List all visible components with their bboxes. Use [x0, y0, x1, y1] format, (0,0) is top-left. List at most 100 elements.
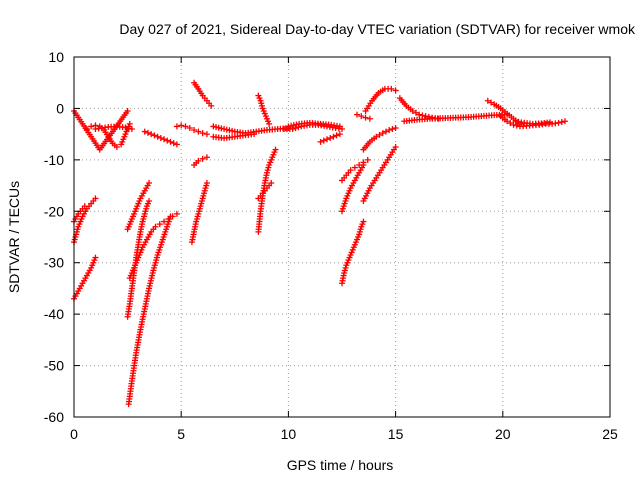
series-s23	[339, 218, 367, 287]
data-point-fill	[125, 125, 132, 132]
data-point	[323, 136, 330, 143]
series-s18	[255, 180, 275, 202]
data-point	[167, 138, 174, 145]
data-point	[268, 180, 275, 186]
data-point	[409, 108, 416, 114]
series-s32	[484, 97, 523, 127]
data-point-fill	[382, 128, 389, 135]
data-point-fill	[144, 129, 151, 136]
data-point-fill	[513, 122, 520, 129]
data-point	[347, 167, 354, 174]
grid-lines	[74, 57, 610, 417]
data-point	[330, 133, 337, 140]
series-s21	[285, 119, 343, 130]
series-s8	[126, 210, 180, 282]
y-tick-label: 0	[56, 100, 64, 116]
x-tick-label: 0	[70, 426, 78, 442]
data-point	[555, 119, 562, 126]
data-point-fill	[320, 137, 327, 144]
data-point	[336, 123, 343, 130]
series-s1	[71, 195, 99, 246]
series-s31	[401, 111, 511, 125]
data-point	[126, 120, 133, 127]
data-point	[364, 156, 371, 163]
series-s22	[317, 131, 343, 145]
chart-title: Day 027 of 2021, Sidereal Day-to-day VTE…	[119, 21, 636, 37]
data-point	[173, 141, 180, 148]
data-point	[173, 210, 180, 217]
data-point	[360, 218, 367, 225]
x-tick-label: 20	[495, 426, 511, 442]
data-point	[122, 124, 129, 131]
y-tick-label: -10	[44, 152, 64, 168]
data-point-fill	[327, 135, 334, 141]
data-point	[182, 123, 189, 130]
data-point	[178, 122, 185, 129]
data-point	[386, 127, 393, 134]
data-point	[392, 124, 399, 131]
data-point	[199, 155, 206, 162]
data-point	[504, 118, 511, 125]
data-point-fill	[412, 109, 419, 116]
data-point	[203, 154, 210, 161]
data-point	[289, 126, 296, 132]
series-s27	[360, 124, 399, 153]
series-s14	[191, 79, 215, 109]
data-point	[484, 97, 491, 104]
data-point	[148, 131, 155, 138]
data-point-fill	[376, 131, 383, 138]
data-point	[199, 130, 206, 137]
data-point	[161, 218, 168, 225]
data-point	[152, 223, 159, 230]
series-s29	[354, 111, 373, 122]
data-point	[392, 87, 399, 94]
data-point	[392, 144, 399, 150]
data-point	[272, 146, 279, 153]
plot-frame	[73, 56, 611, 418]
data-point-fill	[488, 99, 495, 106]
data-point	[88, 123, 95, 130]
data-point	[351, 164, 358, 171]
data-point-fill	[389, 126, 396, 132]
data-point	[113, 144, 120, 150]
x-tick-label: 5	[177, 426, 185, 442]
data-point	[546, 119, 553, 126]
series-s19	[255, 92, 273, 127]
data-point	[124, 108, 131, 114]
data-point-fill	[170, 140, 177, 147]
data-point	[146, 180, 153, 186]
data-point	[561, 118, 568, 125]
data-point	[169, 213, 176, 220]
data-point	[128, 126, 135, 132]
y-tick-label: -20	[44, 203, 64, 219]
data-point	[92, 195, 99, 202]
axis-ticks: 0 5 10 15 20 25 -60 -50 -40 -30 -20 -10 0 10	[44, 49, 618, 442]
data-point	[379, 130, 386, 137]
data-point	[165, 216, 172, 222]
data-point	[81, 203, 88, 210]
data-point	[154, 133, 161, 140]
series-s2	[71, 254, 99, 302]
data-point	[510, 121, 517, 128]
data-point	[360, 159, 367, 166]
data-point-fill	[292, 125, 299, 132]
y-tick-label: -50	[44, 358, 64, 374]
y-tick-label: -30	[44, 255, 64, 271]
data-point	[366, 115, 373, 122]
data-point	[195, 128, 202, 135]
data-point	[317, 138, 324, 145]
data-point	[354, 111, 361, 118]
series-s13	[191, 154, 210, 168]
series-s34	[512, 118, 553, 127]
data-point-fill	[164, 137, 171, 144]
y-tick-label: 10	[48, 49, 64, 65]
data-point	[388, 85, 395, 92]
series-s16	[210, 131, 258, 142]
data-point	[141, 128, 148, 135]
series-s10	[141, 128, 180, 148]
x-axis-label: GPS time / hours	[287, 457, 394, 473]
data-points	[71, 79, 568, 408]
data-point	[362, 114, 369, 121]
x-tick-label: 25	[602, 426, 618, 442]
